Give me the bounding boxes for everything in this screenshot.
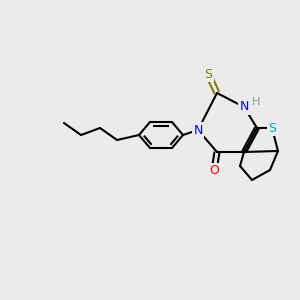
Text: H: H xyxy=(252,97,260,107)
Text: O: O xyxy=(209,164,219,178)
Text: N: N xyxy=(193,124,203,136)
Text: S: S xyxy=(268,122,276,134)
Text: S: S xyxy=(204,68,212,80)
Text: N: N xyxy=(239,100,249,113)
